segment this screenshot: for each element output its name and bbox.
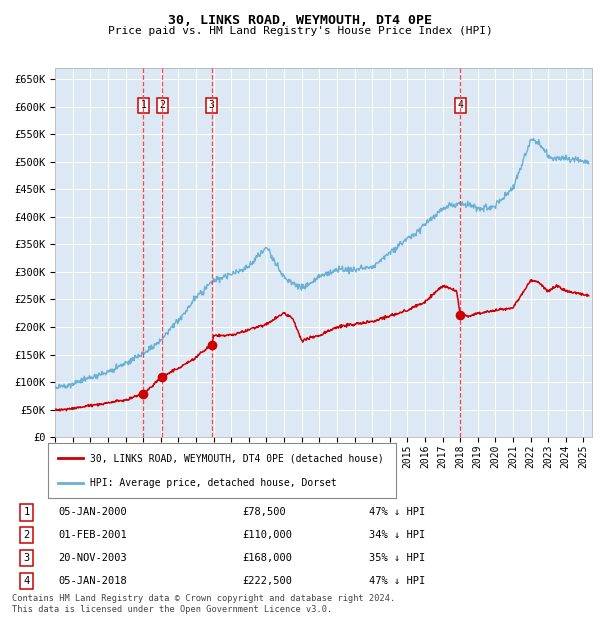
Text: 4: 4 [457, 100, 463, 110]
Text: 05-JAN-2018: 05-JAN-2018 [58, 576, 127, 587]
Text: 30, LINKS ROAD, WEYMOUTH, DT4 0PE: 30, LINKS ROAD, WEYMOUTH, DT4 0PE [168, 14, 432, 27]
Text: 2: 2 [23, 530, 29, 541]
Text: This data is licensed under the Open Government Licence v3.0.: This data is licensed under the Open Gov… [12, 604, 332, 614]
Text: 3: 3 [209, 100, 215, 110]
Text: 2: 2 [160, 100, 165, 110]
Text: £168,000: £168,000 [242, 553, 292, 564]
Text: 1: 1 [23, 507, 29, 518]
Text: 05-JAN-2000: 05-JAN-2000 [58, 507, 127, 518]
Text: 35% ↓ HPI: 35% ↓ HPI [369, 553, 425, 564]
Text: 30, LINKS ROAD, WEYMOUTH, DT4 0PE (detached house): 30, LINKS ROAD, WEYMOUTH, DT4 0PE (detac… [90, 453, 383, 463]
Text: 4: 4 [23, 576, 29, 587]
Text: 47% ↓ HPI: 47% ↓ HPI [369, 576, 425, 587]
Text: 1: 1 [140, 100, 146, 110]
Text: Contains HM Land Registry data © Crown copyright and database right 2024.: Contains HM Land Registry data © Crown c… [12, 593, 395, 603]
Text: HPI: Average price, detached house, Dorset: HPI: Average price, detached house, Dors… [90, 478, 337, 488]
Text: 34% ↓ HPI: 34% ↓ HPI [369, 530, 425, 541]
Text: 01-FEB-2001: 01-FEB-2001 [58, 530, 127, 541]
Text: Price paid vs. HM Land Registry's House Price Index (HPI): Price paid vs. HM Land Registry's House … [107, 26, 493, 36]
Text: 3: 3 [23, 553, 29, 564]
Text: £78,500: £78,500 [242, 507, 286, 518]
Text: 20-NOV-2003: 20-NOV-2003 [58, 553, 127, 564]
Text: 47% ↓ HPI: 47% ↓ HPI [369, 507, 425, 518]
Text: £110,000: £110,000 [242, 530, 292, 541]
Text: £222,500: £222,500 [242, 576, 292, 587]
